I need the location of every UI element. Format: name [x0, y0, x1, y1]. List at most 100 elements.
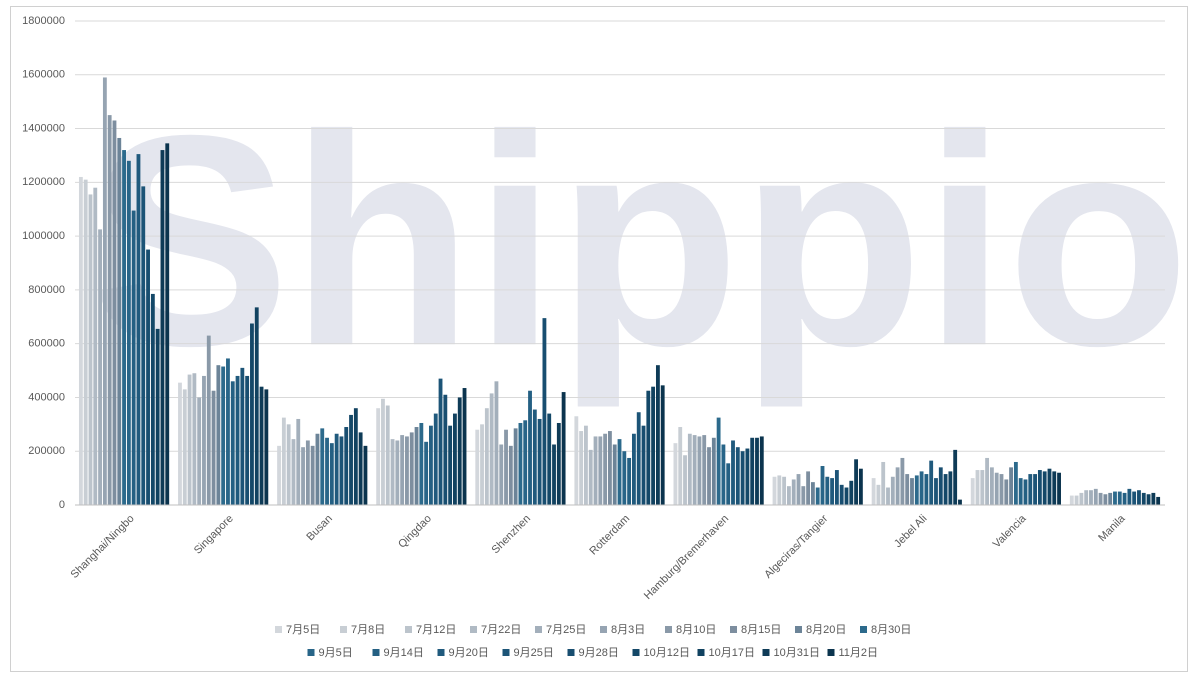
- bar: [731, 440, 735, 505]
- bar: [122, 150, 126, 506]
- bar: [1098, 492, 1103, 505]
- bar: [192, 373, 197, 505]
- bar: [1047, 468, 1052, 505]
- bar: [919, 471, 924, 505]
- y-tick-label: 1000000: [22, 230, 65, 242]
- bar: [296, 418, 301, 505]
- legend-label: 8月20日: [806, 624, 846, 636]
- bar: [711, 437, 716, 505]
- bar: [692, 435, 697, 505]
- bar: [301, 447, 305, 505]
- bar: [518, 422, 523, 505]
- legend-swatch: [372, 649, 380, 656]
- bar: [641, 425, 646, 505]
- bar: [419, 422, 424, 505]
- legend-swatch: [827, 649, 835, 656]
- legend-swatch: [795, 626, 802, 633]
- bar: [1037, 470, 1042, 505]
- bar: [970, 478, 975, 505]
- bar: [216, 365, 221, 505]
- bar: [1089, 490, 1093, 505]
- legend-label: 8月3日: [611, 624, 645, 636]
- bar: [1042, 471, 1047, 505]
- bar: [155, 328, 160, 505]
- bar: [429, 425, 433, 505]
- bar: [687, 433, 692, 505]
- bar: [448, 425, 453, 505]
- bar: [876, 484, 881, 505]
- legend-label: 10月17日: [709, 647, 755, 659]
- bar: [914, 475, 919, 505]
- bar: [750, 437, 755, 505]
- bar: [791, 479, 796, 505]
- bar: [782, 476, 787, 505]
- bar: [934, 478, 938, 505]
- legend-label: 10月31日: [774, 647, 820, 659]
- bar: [726, 463, 731, 505]
- bar: [678, 427, 683, 505]
- bar: [226, 358, 230, 505]
- bar: [310, 445, 315, 505]
- legend-label: 7月25日: [546, 624, 586, 636]
- bar: [235, 375, 240, 505]
- bar: [259, 386, 264, 505]
- bar: [646, 390, 651, 505]
- bar: [716, 417, 721, 505]
- bar: [755, 437, 759, 505]
- y-tick-label: 200000: [28, 445, 65, 457]
- bar: [895, 467, 900, 505]
- bar: [929, 460, 934, 505]
- legend-swatch: [470, 626, 477, 633]
- bar: [839, 484, 844, 505]
- legend-label: 10月12日: [644, 647, 690, 659]
- bar: [286, 424, 291, 505]
- bar: [513, 428, 518, 505]
- bar: [438, 378, 443, 505]
- y-tick-label: 800000: [28, 284, 65, 296]
- bar: [390, 439, 395, 505]
- bar: [825, 476, 830, 505]
- bar: [202, 375, 206, 505]
- bar: [489, 393, 494, 505]
- legend-swatch: [437, 649, 445, 656]
- bar: [240, 367, 245, 505]
- bar: [786, 486, 791, 505]
- bar: [579, 431, 584, 505]
- bar: [424, 441, 429, 505]
- bar: [1103, 494, 1108, 505]
- bar: [281, 417, 286, 505]
- bar: [556, 422, 561, 505]
- legend-label: 7月5日: [286, 624, 320, 636]
- bar: [772, 476, 777, 505]
- bar: [206, 335, 211, 505]
- legend-label: 9月5日: [319, 647, 353, 659]
- legend-label: 8月15日: [741, 624, 781, 636]
- bar: [160, 150, 165, 506]
- bar: [291, 439, 296, 505]
- chart-border: [10, 6, 1188, 672]
- bar: [820, 466, 825, 505]
- bar: [150, 293, 155, 505]
- legend-swatch: [405, 626, 412, 633]
- bar: [542, 318, 547, 505]
- bar: [622, 451, 627, 505]
- bar: [900, 457, 905, 505]
- bar: [1113, 491, 1117, 505]
- bar: [574, 416, 579, 505]
- bar: [344, 427, 349, 505]
- bar: [315, 433, 320, 505]
- bar: [598, 436, 603, 505]
- bar: [537, 418, 542, 505]
- bar: [777, 475, 782, 505]
- bar: [989, 467, 994, 505]
- bar: [854, 459, 859, 505]
- bar: [131, 210, 136, 506]
- bar: [165, 143, 170, 505]
- bar: [588, 449, 593, 505]
- bar: [552, 444, 556, 505]
- legend-swatch: [697, 649, 705, 656]
- bar: [584, 425, 588, 505]
- bar: [443, 394, 448, 505]
- bar: [484, 408, 489, 505]
- bar: [381, 398, 385, 505]
